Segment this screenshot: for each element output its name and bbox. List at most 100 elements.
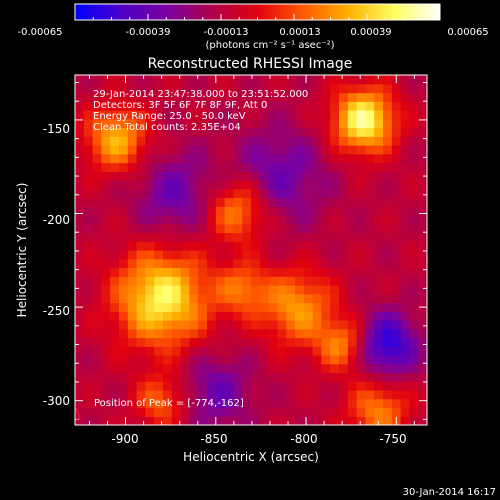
heatmap-pixel (242, 398, 252, 409)
heatmap-pixel (277, 197, 287, 207)
heatmap-pixel (189, 390, 199, 400)
heatmap-pixel (92, 267, 102, 277)
heatmap-pixel (365, 83, 375, 94)
heatmap-pixel (268, 180, 278, 190)
heatmap-pixel (233, 197, 243, 207)
heatmap-pixel (418, 92, 427, 102)
heatmap-pixel (163, 223, 173, 234)
heatmap-pixel (400, 302, 410, 312)
heatmap-pixel (145, 101, 155, 111)
heatmap-pixel (154, 381, 164, 391)
heatmap-pixel (92, 355, 102, 365)
heatmap-pixel (356, 250, 366, 260)
heatmap-pixel (303, 83, 314, 94)
heatmap-pixel (365, 293, 375, 304)
heatmap-pixel (251, 416, 261, 425)
heatmap-pixel (207, 302, 217, 312)
heatmap-pixel (347, 118, 358, 129)
heatmap-pixel (242, 320, 252, 330)
heatmap-pixel (110, 145, 120, 155)
heatmap-pixel (119, 285, 129, 295)
heatmap-pixel (83, 398, 94, 409)
heatmap-pixel (277, 337, 287, 347)
heatmap-pixel (312, 127, 322, 137)
heatmap-pixel (303, 346, 314, 356)
heatmap-pixel (242, 267, 252, 277)
heatmap-pixel (286, 241, 296, 251)
heatmap-pixel (224, 337, 234, 347)
heatmap-pixel (321, 83, 331, 94)
heatmap-pixel (110, 381, 120, 391)
heatmap-pixel (418, 110, 427, 120)
heatmap-pixel (391, 145, 402, 155)
heatmap-pixel (180, 328, 190, 339)
heatmap-pixel (400, 180, 410, 190)
heatmap-pixel (303, 223, 314, 234)
heatmap-pixel (303, 293, 314, 304)
heatmap-pixel (207, 320, 217, 330)
heatmap-pixel (330, 320, 340, 330)
heatmap-pixel (163, 171, 173, 181)
heatmap-pixel (154, 188, 164, 199)
heatmap-pixel (277, 127, 287, 137)
heatmap-pixel (418, 372, 427, 382)
heatmap-pixel (286, 127, 296, 137)
heatmap-pixel (233, 206, 243, 216)
heatmap-pixel (180, 223, 190, 234)
heatmap-pixel (330, 241, 340, 251)
heatmap-pixel (409, 101, 419, 111)
heatmap-pixel (198, 223, 208, 234)
heatmap-pixel (418, 363, 427, 374)
heatmap-pixel (83, 83, 94, 94)
heatmap-pixel (383, 206, 393, 216)
heatmap-pixel (83, 223, 94, 234)
heatmap-pixel (339, 153, 349, 164)
heatmap-pixel (277, 83, 287, 94)
heatmap-pixel (101, 92, 111, 102)
heatmap-pixel (339, 328, 349, 339)
heatmap-pixel (339, 363, 349, 374)
heatmap-pixel (391, 101, 402, 111)
heatmap-pixel (154, 285, 164, 295)
heatmap-pixel (189, 197, 199, 207)
heatmap-pixel (321, 355, 331, 365)
heatmap-pixel (295, 328, 305, 339)
heatmap-pixel (374, 302, 384, 312)
heatmap-pixel (242, 215, 252, 225)
heatmap-pixel (418, 337, 427, 347)
heatmap-pixel (356, 180, 366, 190)
heatmap-pixel (110, 267, 120, 277)
heatmap-pixel (233, 110, 243, 120)
heatmap-pixel (233, 162, 243, 172)
heatmap-pixel (356, 153, 366, 164)
heatmap-pixel (163, 127, 173, 137)
heatmap-pixel (207, 101, 217, 111)
heatmap-pixel (330, 328, 340, 339)
heatmap-pixel (119, 250, 129, 260)
heatmap-pixel (101, 110, 111, 120)
heatmap-pixel (303, 372, 314, 382)
heatmap-pixel (101, 337, 111, 347)
heatmap-pixel (374, 206, 384, 216)
heatmap-pixel (259, 416, 270, 425)
heatmap-pixel (409, 293, 419, 304)
heatmap-pixel (233, 215, 243, 225)
heatmap-pixel (277, 118, 287, 129)
heatmap-pixel (119, 206, 129, 216)
heatmap-pixel (383, 407, 393, 417)
heatmap-pixel (303, 75, 314, 85)
heatmap-pixel (295, 118, 305, 129)
heatmap-pixel (277, 241, 287, 251)
heatmap-pixel (400, 285, 410, 295)
heatmap-pixel (198, 101, 208, 111)
heatmap-pixel (215, 328, 226, 339)
heatmap-pixel (312, 241, 322, 251)
heatmap-pixel (303, 363, 314, 374)
heatmap-pixel (418, 145, 427, 155)
heatmap-pixel (383, 390, 393, 400)
heatmap-pixel (391, 188, 402, 199)
heatmap-pixel (110, 390, 120, 400)
heatmap-pixel (312, 390, 322, 400)
heatmap-pixel (330, 293, 340, 304)
heatmap-pixel (198, 276, 208, 286)
